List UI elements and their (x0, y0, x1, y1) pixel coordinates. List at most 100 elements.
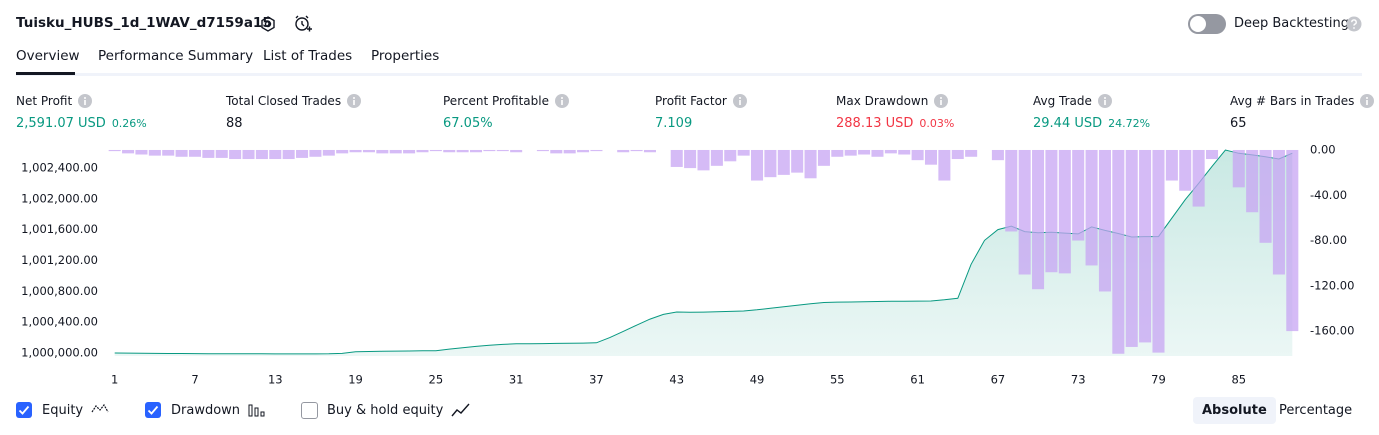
metric-percent: 0.03% (919, 117, 955, 130)
drawdown-bar (229, 149, 242, 160)
info-icon[interactable] (347, 94, 362, 108)
drawdown-bar (416, 149, 429, 153)
drawdown-bar (255, 149, 268, 160)
drawdown-bar (1246, 149, 1259, 213)
metric-value-row: 65 (1230, 112, 1247, 131)
checkbox[interactable] (145, 402, 161, 418)
checkbox[interactable] (16, 402, 32, 418)
drawdown-bar (670, 149, 683, 167)
y2-tick-label: 0.00 (1310, 142, 1336, 156)
drawdown-bar (710, 149, 723, 166)
add-alert-icon[interactable] (293, 14, 313, 34)
tab[interactable]: Overview (16, 48, 80, 64)
metric-percent: 24.72% (1108, 117, 1151, 130)
drawdown-bar (510, 149, 523, 153)
metric-label: Net Profit (16, 94, 73, 108)
settings-icon[interactable] (259, 15, 277, 33)
metric-value-row: 288.13 USD 0.03% (836, 112, 954, 131)
drawdown-bar (242, 149, 255, 160)
toggle[interactable] (1188, 14, 1226, 34)
x-tick-label: 73 (1071, 373, 1086, 387)
drawdown-bar (791, 149, 804, 173)
drawdown-bar (469, 149, 483, 153)
metric-value: 2,591.07 USD (16, 116, 106, 131)
drawdown-bar (751, 149, 764, 181)
x-tick-label: 1 (111, 373, 118, 387)
drawdown-bar (282, 149, 295, 160)
y-tick-label: 1,000,400.00 (21, 315, 98, 329)
drawdown-bar (336, 149, 349, 154)
mode-button[interactable]: Absolute (1193, 397, 1276, 424)
info-icon[interactable] (732, 94, 747, 108)
tab[interactable]: List of Trades (263, 48, 353, 64)
mode-button[interactable]: Percentage (1279, 403, 1353, 418)
y-tick-label: 1,001,600.00 (21, 222, 98, 236)
drawdown-bar (1152, 149, 1165, 353)
drawdown-bar (1286, 149, 1299, 332)
metric-value-row: 88 (226, 112, 243, 131)
drawdown-bar (1139, 149, 1152, 343)
x-tick-label: 61 (910, 373, 925, 387)
drawdown-bar (1072, 149, 1085, 241)
drawdown-bar (577, 149, 590, 153)
drawdown-bar (162, 149, 175, 156)
x-tick-label: 37 (589, 373, 604, 387)
drawdown-bar (309, 149, 322, 157)
drawdown-bar (1112, 149, 1125, 354)
info-icon[interactable] (1097, 94, 1112, 108)
metric-value-row: 67.05% (443, 112, 493, 131)
drawdown-bar (269, 149, 282, 160)
drawdown-bar (884, 149, 897, 154)
equity-area (114, 150, 1293, 356)
drawdown-bar (1085, 149, 1098, 266)
y2-tick-label: -160.00 (1310, 324, 1354, 338)
drawdown-bar (1018, 149, 1031, 275)
drawdown-bar (215, 149, 228, 158)
x-tick-label: 85 (1231, 373, 1246, 387)
info-icon[interactable] (1360, 94, 1375, 108)
drawdown-bar (322, 149, 335, 156)
y2-tick-label: -120.00 (1310, 278, 1354, 292)
y2-tick-label: -40.00 (1310, 188, 1347, 202)
y-tick-label: 1,000,000.00 (21, 345, 98, 359)
drawdown-bar (536, 149, 549, 152)
info-icon[interactable] (934, 94, 949, 108)
drawdown-bar (1165, 149, 1178, 181)
drawdown-bar (483, 149, 496, 152)
drawdown-bar (817, 149, 830, 166)
info-icon[interactable] (554, 94, 569, 108)
drawdown-bar (389, 149, 402, 154)
metric-label: Profit Factor (655, 94, 727, 108)
drawdown-bar (697, 149, 710, 171)
metric-label: Percent Profitable (443, 94, 549, 108)
drawdown-bar (296, 149, 309, 158)
checkbox[interactable] (301, 402, 318, 419)
info-icon[interactable] (78, 94, 93, 108)
drawdown-bar (777, 149, 790, 175)
help-icon[interactable] (1346, 16, 1362, 32)
drawdown-bar (724, 149, 737, 162)
toggle-label: Deep Backtesting (1234, 16, 1350, 31)
tab[interactable]: Performance Summary (98, 48, 254, 64)
x-tick-label: 25 (429, 373, 444, 387)
drawdown-bar (991, 149, 1004, 161)
drawdown-bar (376, 149, 389, 154)
metric-value: 65 (1230, 116, 1247, 131)
drawdown-bar (188, 149, 202, 157)
drawdown-bar (456, 149, 469, 153)
metric-value: 29.44 USD (1033, 116, 1103, 131)
drawdown-bar (951, 149, 964, 160)
metric-label: Avg # Bars in Trades (1230, 94, 1355, 108)
drawdown-bar (403, 149, 416, 154)
tab[interactable]: Properties (371, 48, 440, 64)
drawdown-bar (617, 149, 630, 153)
drawdown-bar (804, 149, 817, 179)
drawdown-bar (1179, 149, 1192, 191)
drawdown-bar (924, 149, 938, 165)
drawdown-bar (349, 149, 362, 153)
drawdown-bar (1192, 149, 1205, 207)
metric-percent: 0.26% (111, 117, 147, 130)
drawdown-bar (737, 149, 750, 156)
drawdown-bar (831, 149, 844, 157)
